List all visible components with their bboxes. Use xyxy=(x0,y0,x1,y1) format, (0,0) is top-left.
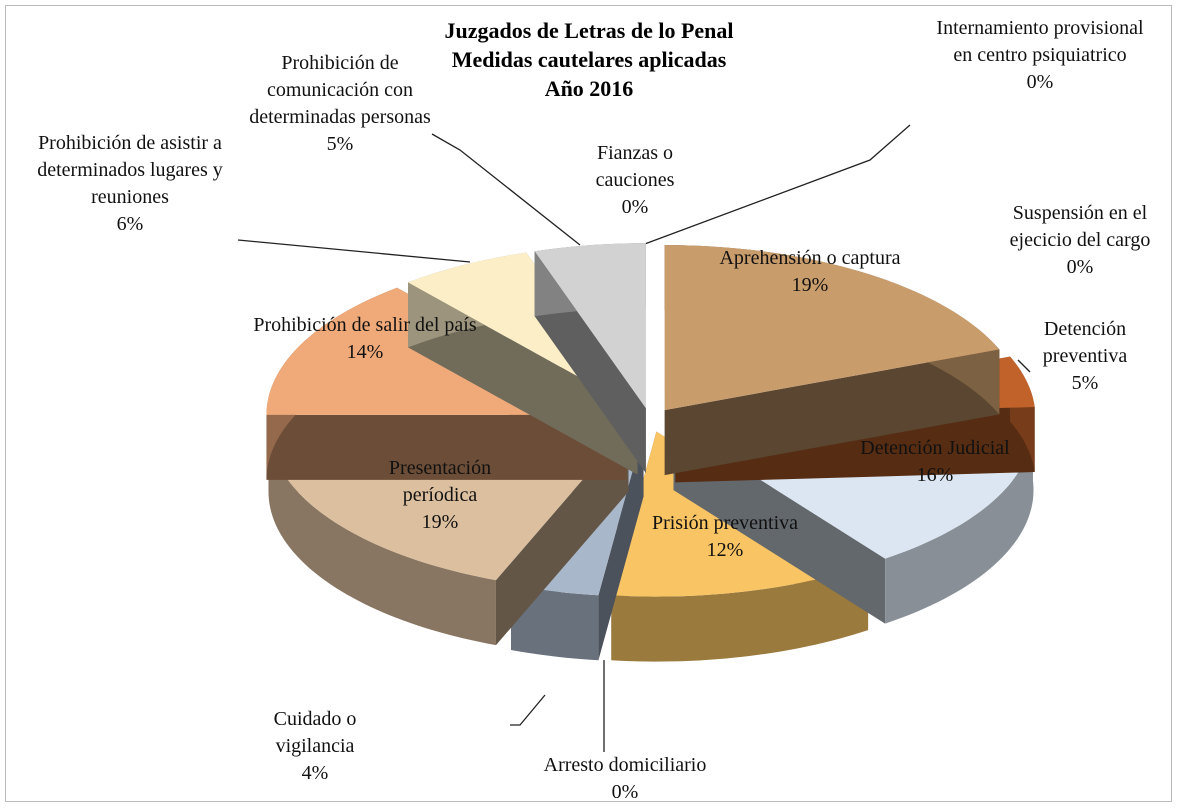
category-name: Prohibición de comunicación con determin… xyxy=(249,52,431,128)
slice xyxy=(664,245,1000,476)
category-name: Internamiento provisional en centro psiq… xyxy=(936,17,1144,66)
value-label: 5% xyxy=(326,133,354,155)
slice-label: Arresto domiciliario 0% xyxy=(495,752,755,806)
slice xyxy=(534,243,646,474)
frame xyxy=(5,5,1172,802)
category-name: Presentación períodica xyxy=(388,457,492,506)
category-name: Aprehensión o captura xyxy=(719,247,901,269)
slice-label: Prisión preventiva 12% xyxy=(650,510,800,564)
value-label: 5% xyxy=(1071,372,1099,394)
slice-side xyxy=(511,584,599,661)
title-line: Año 2016 xyxy=(544,76,634,101)
slice-label: Aprehensión o captura 19% xyxy=(710,245,910,299)
slice-label: Prohibición de comunicación con determin… xyxy=(240,50,440,158)
slice-side xyxy=(611,565,869,662)
category-name: Cuidado o vigilancia xyxy=(273,708,357,757)
slice-label: Prohibición de asistir a determinados lu… xyxy=(10,130,250,238)
slice-top xyxy=(664,245,1000,411)
leader-line xyxy=(1017,359,1031,373)
slice-label: Suspensión en el ejecicio del cargo 0% xyxy=(980,200,1178,281)
category-name: Prisión preventiva xyxy=(651,512,799,534)
value-label: 4% xyxy=(301,762,329,784)
category-name: Prohibición de asistir a determinados lu… xyxy=(37,132,223,208)
leader-line xyxy=(510,694,546,726)
slice-side xyxy=(268,426,496,646)
value-label: 19% xyxy=(791,274,829,296)
slice-label: Detención Judicial 16% xyxy=(825,435,1045,489)
title-line: Juzgados de Letras de lo Penal xyxy=(444,18,734,43)
leader-line xyxy=(237,239,471,263)
category-name: Arresto domiciliario xyxy=(543,754,707,776)
chart-title: Juzgados de Letras de lo Penal Medidas c… xyxy=(389,16,789,103)
leader-lines xyxy=(237,124,1031,752)
leader-line xyxy=(641,124,911,246)
leader-line xyxy=(431,133,581,246)
category-name: Fianzas o cauciones xyxy=(595,142,675,191)
category-name: Prohibición de salir del país xyxy=(253,314,477,336)
slice-wall xyxy=(664,349,1000,476)
slice-label: Prohibición de salir del país 14% xyxy=(250,312,480,366)
slice-label: Cuidado o vigilancia 4% xyxy=(240,706,390,787)
category-name: Detención Judicial xyxy=(860,437,1010,459)
category-name: Suspensión en el ejecicio del cargo xyxy=(1009,202,1151,251)
slice-label: Internamiento provisional en centro psiq… xyxy=(925,15,1155,96)
value-label: 14% xyxy=(346,341,384,363)
slice-wall xyxy=(266,414,627,480)
slice-side xyxy=(885,414,1034,624)
slice-label: Fianzas o cauciones 0% xyxy=(570,140,700,221)
value-label: 0% xyxy=(1026,71,1054,93)
slice-label: Detención preventiva 5% xyxy=(1010,316,1160,397)
category-name: Detención preventiva xyxy=(1042,318,1128,367)
slice-top xyxy=(534,243,646,409)
title-line: Medidas cautelares aplicadas xyxy=(451,47,727,72)
value-label: 6% xyxy=(116,213,144,235)
value-label: 0% xyxy=(611,781,639,803)
value-label: 16% xyxy=(916,464,954,486)
value-label: 0% xyxy=(1066,256,1094,278)
value-label: 12% xyxy=(706,539,744,561)
value-label: 0% xyxy=(621,196,649,218)
value-label: 19% xyxy=(421,511,459,533)
slice-label: Presentación períodica 19% xyxy=(350,455,530,536)
slice-wall xyxy=(408,282,638,475)
